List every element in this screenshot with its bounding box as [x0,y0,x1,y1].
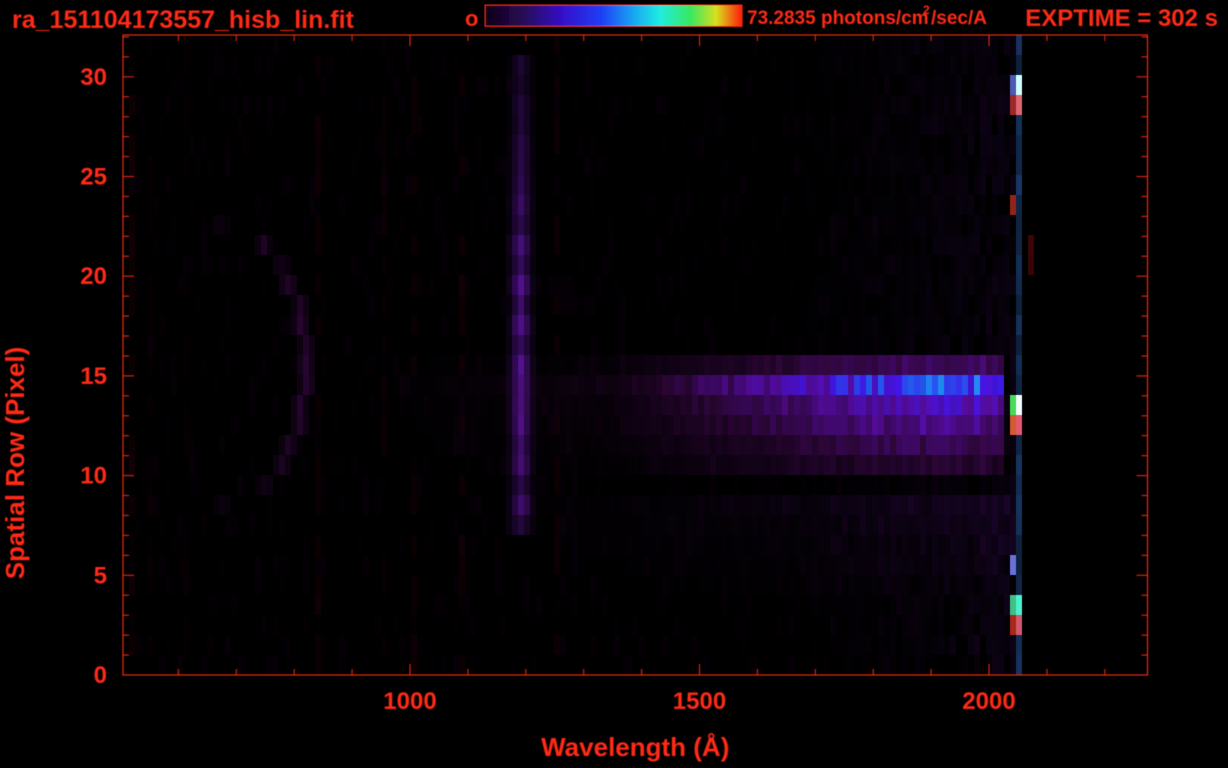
svg-text:30: 30 [80,64,107,91]
svg-text:5: 5 [94,562,107,589]
svg-text:73.2835 photons/cm: 73.2835 photons/cm [747,8,929,29]
svg-text:15: 15 [80,363,107,390]
svg-text:2000: 2000 [962,688,1015,715]
svg-text:1000: 1000 [383,688,436,715]
svg-text:ra_151104173557_hisb_lin.fit: ra_151104173557_hisb_lin.fit [12,6,355,34]
svg-text:2: 2 [923,3,930,17]
svg-text:10: 10 [80,463,107,490]
svg-text:0: 0 [94,662,107,689]
svg-text:Wavelength (Å): Wavelength (Å) [541,732,729,762]
svg-text:25: 25 [80,164,107,191]
svg-text:o: o [465,6,478,31]
svg-text:EXPTIME = 302 s: EXPTIME = 302 s [1025,5,1218,32]
svg-text:/sec/A: /sec/A [931,8,987,29]
svg-text:1500: 1500 [673,688,726,715]
svg-text:Spatial Row (Pixel): Spatial Row (Pixel) [0,347,30,580]
svg-text:20: 20 [80,263,107,290]
